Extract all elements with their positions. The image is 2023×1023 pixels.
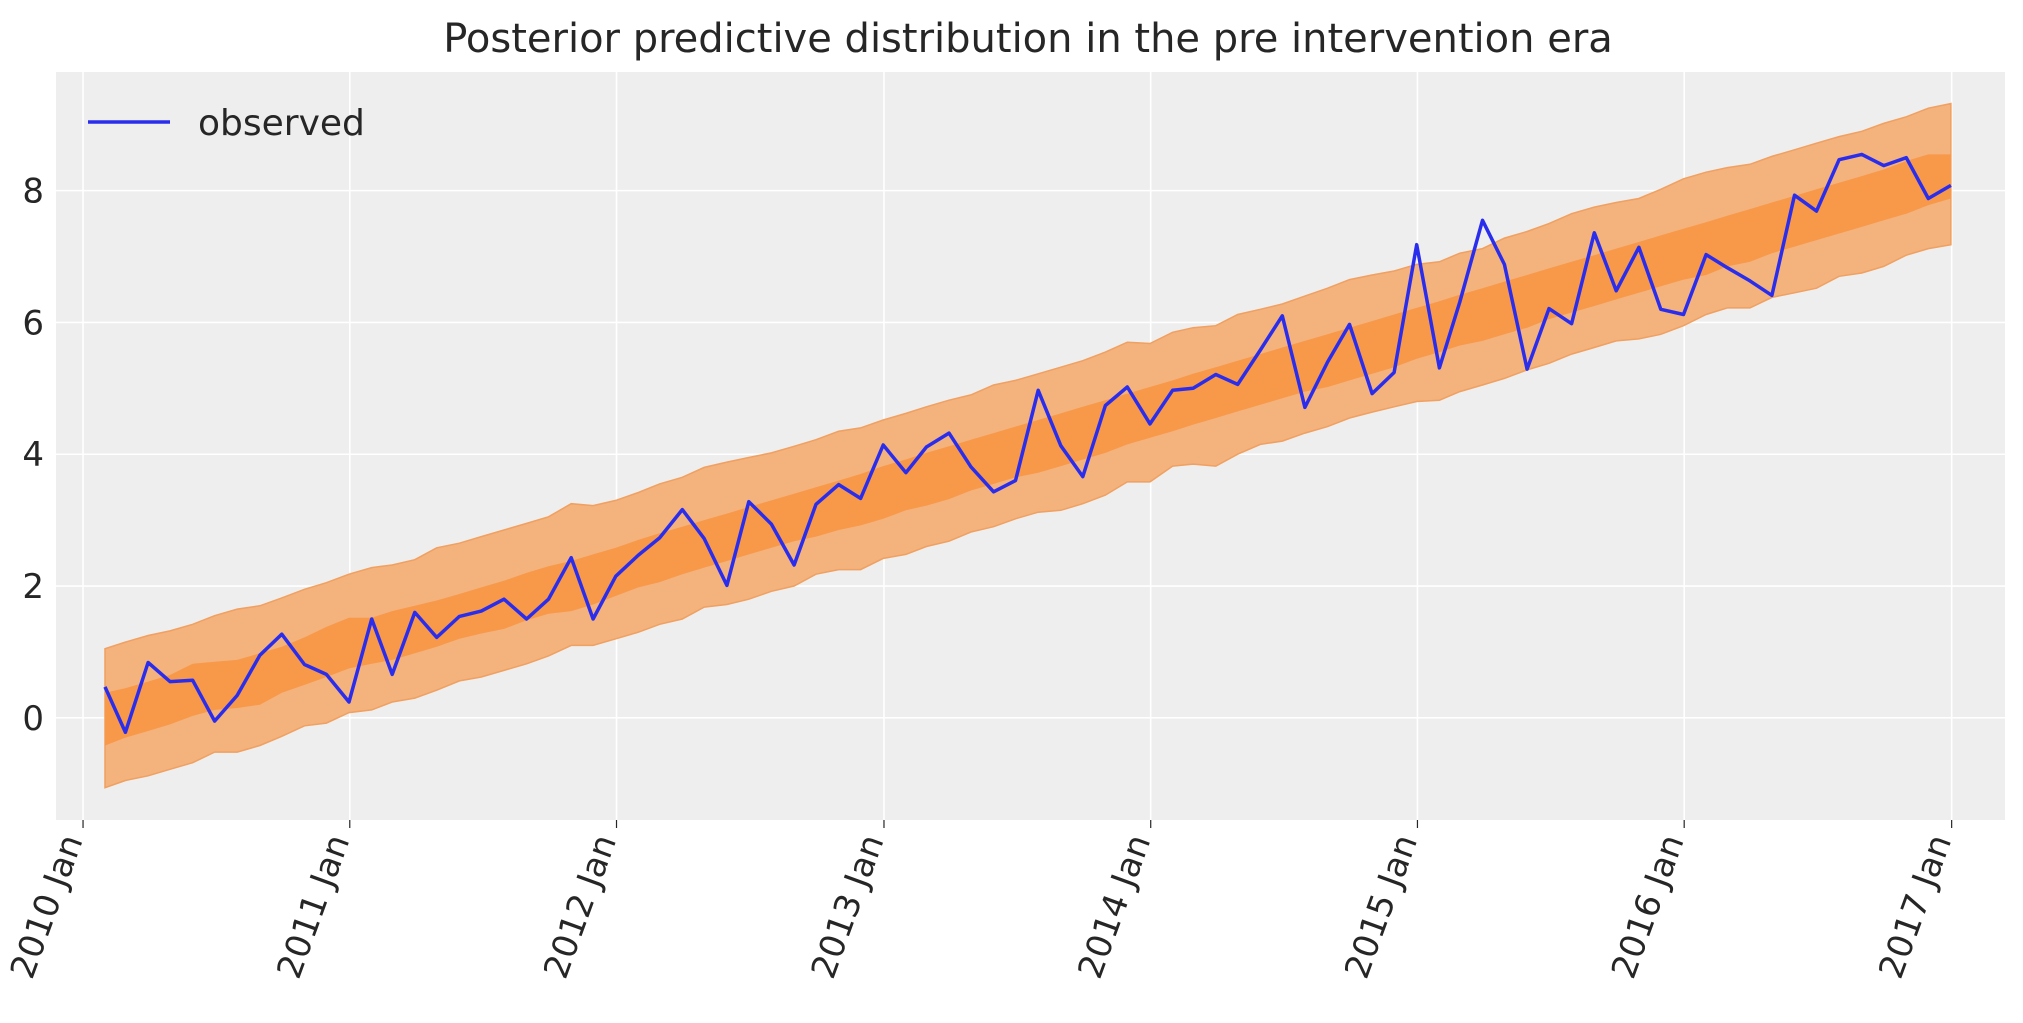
x-tick-label: 2013 Jan <box>804 829 893 983</box>
x-tick-label: 2017 Jan <box>1871 829 1960 983</box>
x-tick-label: 2016 Jan <box>1604 829 1693 983</box>
y-tick-label: 8 <box>22 172 44 212</box>
x-tick-labels: 2010 Jan 2011 Jan 2012 Jan 2013 Jan 2014 Jan… <box>3 820 1960 984</box>
x-tick-label: 2011 Jan <box>269 829 358 983</box>
credible-bands <box>104 102 1952 789</box>
x-tick-label: 2012 Jan <box>536 829 625 983</box>
x-tick-label: 2015 Jan <box>1337 829 1426 983</box>
x-tick-label: 2014 Jan <box>1070 829 1159 983</box>
y-tick-label: 2 <box>22 567 44 607</box>
series-line-observed <box>103 152 1952 735</box>
y-tick-label: 4 <box>22 435 44 475</box>
observed-series <box>103 152 1952 735</box>
y-tick-labels: 0 2 4 6 8 <box>22 172 44 739</box>
inner-credible-band <box>105 154 1951 746</box>
y-tick-label: 6 <box>22 303 44 343</box>
legend: observed <box>88 103 365 144</box>
chart-title: Posterior predictive distribution in the… <box>443 16 1613 62</box>
y-tick-label: 0 <box>22 699 44 739</box>
x-tick-label: 2010 Jan <box>3 829 92 983</box>
legend-label-observed: observed <box>198 103 365 144</box>
